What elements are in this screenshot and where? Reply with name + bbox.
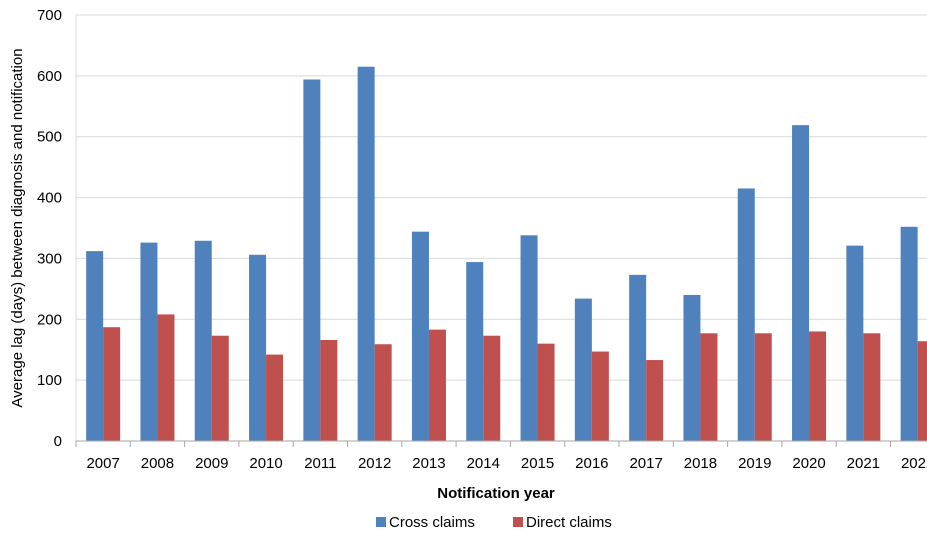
bar-cross-claims: [574, 298, 592, 441]
legend-label: Cross claims: [389, 514, 475, 531]
legend-label: Direct claims: [526, 514, 612, 531]
legend-swatch: [376, 517, 386, 527]
y-tick-label: 500: [37, 129, 62, 146]
y-tick-label: 600: [37, 68, 62, 85]
y-tick-label: 200: [37, 311, 62, 328]
bar-direct-claims: [754, 333, 772, 441]
bar-cross-claims: [466, 262, 484, 441]
bar-cross-claims: [86, 251, 104, 441]
x-tick-label: 2011: [304, 455, 336, 472]
bar-direct-claims: [157, 314, 175, 441]
bar-direct-claims: [809, 331, 827, 441]
x-tick-label: 2014: [467, 455, 500, 472]
y-tick-label: 400: [37, 190, 62, 207]
bar-direct-claims: [320, 339, 338, 441]
bar-direct-claims: [700, 333, 718, 441]
y-tick-label: 700: [37, 7, 62, 24]
x-axis-title: Notification year: [437, 485, 555, 502]
x-tick-label: 2017: [629, 455, 662, 472]
x-tick-label: 2015: [521, 455, 554, 472]
bar-cross-claims: [303, 79, 321, 441]
x-tick-label: 2016: [575, 455, 608, 472]
y-axis-ticks: 0 100 200 300 400 500 600 700: [37, 7, 62, 450]
x-tick-label: 2019: [738, 455, 771, 472]
y-axis-title: Average lag (days) between diagnosis and…: [9, 48, 26, 407]
bar-cross-claims: [792, 125, 810, 441]
bar-direct-claims: [483, 335, 501, 441]
bar-direct-claims: [537, 343, 555, 441]
x-axis-ticks: 2007 2008 2009 2010 2011 2012 2013 2014 2015 2016…: [75, 441, 927, 472]
x-tick-label: 2007: [86, 455, 119, 472]
bar-direct-claims: [428, 329, 446, 441]
bar-cross-claims: [683, 294, 701, 441]
bar-direct-claims: [917, 341, 927, 441]
x-tick-label: 2018: [684, 455, 717, 472]
bar-cross-claims: [411, 231, 429, 441]
bar-cross-claims: [357, 66, 375, 441]
x-tick-label: 2021: [847, 455, 880, 472]
bar-direct-claims: [211, 335, 229, 441]
y-tick-label: 100: [37, 372, 62, 389]
legend-swatch: [513, 517, 523, 527]
bar-cross-claims: [629, 274, 647, 441]
bar-direct-claims: [646, 360, 664, 441]
bar-direct-claims: [266, 354, 284, 441]
bar-direct-claims: [591, 351, 609, 441]
x-tick-label: 2013: [412, 455, 445, 472]
bar-cross-claims: [900, 226, 918, 441]
x-tick-label: 2020: [792, 455, 825, 472]
legend: Cross claims Direct claims: [376, 514, 612, 531]
x-tick-label: 2009: [195, 455, 228, 472]
bar-cross-claims: [140, 242, 158, 441]
bar-cross-claims: [846, 245, 864, 441]
bar-cross-claims: [249, 254, 267, 441]
bar-cross-claims: [737, 188, 755, 441]
x-tick-label: 2010: [249, 455, 282, 472]
bar-cross-claims: [520, 235, 538, 441]
bar-direct-claims: [863, 333, 881, 441]
y-tick-label: 0: [54, 433, 62, 450]
x-tick-label: 2008: [141, 455, 174, 472]
y-tick-label: 300: [37, 250, 62, 267]
x-tick-label: 2022: [901, 455, 927, 472]
bar-direct-claims: [103, 327, 121, 441]
x-tick-label: 2012: [358, 455, 391, 472]
bars: [86, 66, 927, 441]
gridlines: [75, 14, 927, 441]
bar-cross-claims: [194, 240, 212, 441]
bar-direct-claims: [374, 344, 392, 441]
